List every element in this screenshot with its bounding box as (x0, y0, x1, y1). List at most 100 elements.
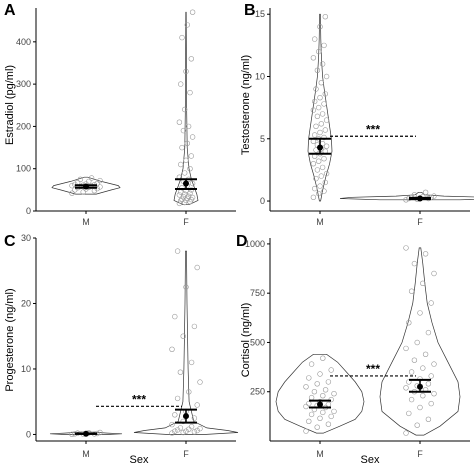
data-point-progesterone-f (169, 430, 175, 436)
data-point-progesterone-f (174, 395, 181, 402)
data-point-progesterone-f (194, 427, 200, 434)
data-point-cortisol-m (317, 371, 323, 377)
data-point-testosterone-m (310, 107, 317, 113)
data-point-estradiol-f (188, 153, 195, 159)
data-point-estradiol-f (183, 157, 189, 164)
data-point-testosterone-m (314, 167, 321, 173)
data-point-cortisol-f (428, 400, 434, 407)
data-point-progesterone-f (186, 389, 192, 395)
data-point-testosterone-m (317, 24, 323, 30)
data-point-cortisol-f (406, 410, 412, 417)
panel-progesterone: C Progesterone (ng/ml) 0 10 20 30 M F *** Sex (4, 233, 239, 465)
data-point-estradiol-f (179, 34, 185, 41)
data-point-testosterone-m (319, 164, 326, 171)
data-point-cortisol-f (425, 416, 432, 422)
data-point-estradiol-f (176, 200, 183, 207)
violin-cortisol-f (379, 247, 461, 436)
panel-letter-a: A (4, 2, 16, 19)
data-point-estradiol-m (69, 190, 75, 196)
data-point-cortisol-f (417, 404, 423, 411)
plot-area-cortisol: 250 500 750 1000 M F *** (245, 238, 470, 459)
data-point-testosterone-f (422, 189, 429, 196)
data-point-testosterone-m (316, 104, 322, 111)
data-point-cortisol-f (408, 369, 415, 375)
data-point-cortisol-f (431, 361, 437, 367)
x-tick-label-m: M (82, 217, 90, 227)
data-point-testosterone-m (321, 101, 327, 107)
data-point-testosterone-m (318, 79, 324, 86)
data-point-testosterone-m (323, 170, 330, 177)
data-point-cortisol-f (414, 422, 420, 428)
data-point-estradiol-f (178, 161, 184, 168)
data-point-testosterone-m (310, 194, 317, 201)
data-point-testosterone-m (322, 91, 328, 97)
data-point-progesterone-f (183, 284, 189, 290)
data-point-estradiol-f (187, 89, 193, 96)
data-point-cortisol-m (325, 379, 332, 385)
plot-area-progesterone: 0 10 20 30 M F *** (21, 233, 239, 459)
data-point-testosterone-m (321, 156, 327, 162)
panel-cortisol: D Cortisol (ng/ml) 250 500 750 1000 M F *** Se… (236, 233, 470, 465)
data-point-progesterone-f (172, 412, 178, 418)
y-axis-label-testosterone: Testosterone (ng/ml) (240, 55, 252, 155)
data-point-cortisol-f (411, 357, 418, 363)
data-point-testosterone-m (322, 179, 328, 186)
data-point-estradiol-f (185, 123, 192, 130)
violin-testosterone-m (307, 13, 333, 202)
y-tick-label: 0 (26, 429, 31, 439)
data-point-testosterone-m (318, 173, 324, 179)
data-point-estradiol-f (182, 106, 188, 113)
data-point-estradiol-f (184, 140, 191, 147)
data-point-testosterone-m (321, 42, 327, 49)
y-tick-label: 250 (250, 387, 265, 397)
x-axis-label-sex-right: Sex (361, 454, 380, 465)
data-point-testosterone-m (322, 127, 328, 133)
data-point-cortisol-m (308, 411, 315, 418)
mean-point-testosterone-f (417, 195, 423, 202)
data-point-cortisol-m (320, 409, 326, 416)
data-point-cortisol-m (306, 375, 312, 381)
data-point-estradiol-f (189, 180, 196, 187)
y-axis-label-estradiol: Estradiol (pg/ml) (4, 65, 16, 145)
data-point-cortisol-m (328, 413, 334, 420)
data-point-estradiol-f (189, 194, 196, 201)
data-point-cortisol-m (320, 393, 326, 399)
data-point-cortisol-m (314, 424, 320, 430)
x-tick-label-m: M (82, 449, 90, 459)
data-point-estradiol-m (94, 180, 100, 187)
data-point-estradiol-f (179, 196, 185, 202)
data-point-cortisol-m (306, 400, 312, 407)
data-point-testosterone-m (312, 98, 318, 105)
significance-label-testosterone: *** (366, 122, 380, 136)
data-point-cortisol-f (411, 260, 418, 267)
data-point-progesterone-f (180, 333, 186, 339)
data-point-estradiol-f (187, 190, 193, 196)
data-point-estradiol-m (86, 178, 92, 185)
data-point-testosterone-m (312, 132, 318, 138)
data-point-estradiol-f (176, 119, 183, 125)
significance-label-cortisol: *** (366, 362, 380, 376)
data-point-progesterone-f (169, 346, 175, 352)
data-point-cortisol-f (431, 270, 437, 277)
data-point-testosterone-m (319, 111, 326, 117)
data-point-estradiol-f (179, 144, 185, 151)
x-axis-label-sex-left: Sex (130, 454, 149, 465)
data-point-estradiol-m (77, 183, 84, 190)
data-point-testosterone-m (314, 113, 321, 120)
y-tick-label: 1000 (245, 239, 265, 249)
mean-point-cortisol-f (417, 383, 423, 390)
y-tick-label: 20 (21, 298, 31, 308)
data-point-estradiol-f (183, 68, 189, 75)
data-point-estradiol-m (69, 182, 75, 189)
data-point-cortisol-f (420, 365, 426, 371)
data-point-estradiol-f (184, 22, 191, 28)
data-point-estradiol-m (88, 175, 95, 181)
data-point-estradiol-f (188, 56, 195, 62)
y-tick-label: 500 (250, 337, 265, 347)
data-point-cortisol-m (328, 367, 334, 373)
mean-point-estradiol-m (83, 183, 89, 190)
data-point-testosterone-m (312, 36, 318, 42)
data-point-cortisol-m (322, 387, 329, 393)
x-tick-label-f: F (417, 449, 423, 459)
data-point-cortisol-m (306, 418, 312, 424)
